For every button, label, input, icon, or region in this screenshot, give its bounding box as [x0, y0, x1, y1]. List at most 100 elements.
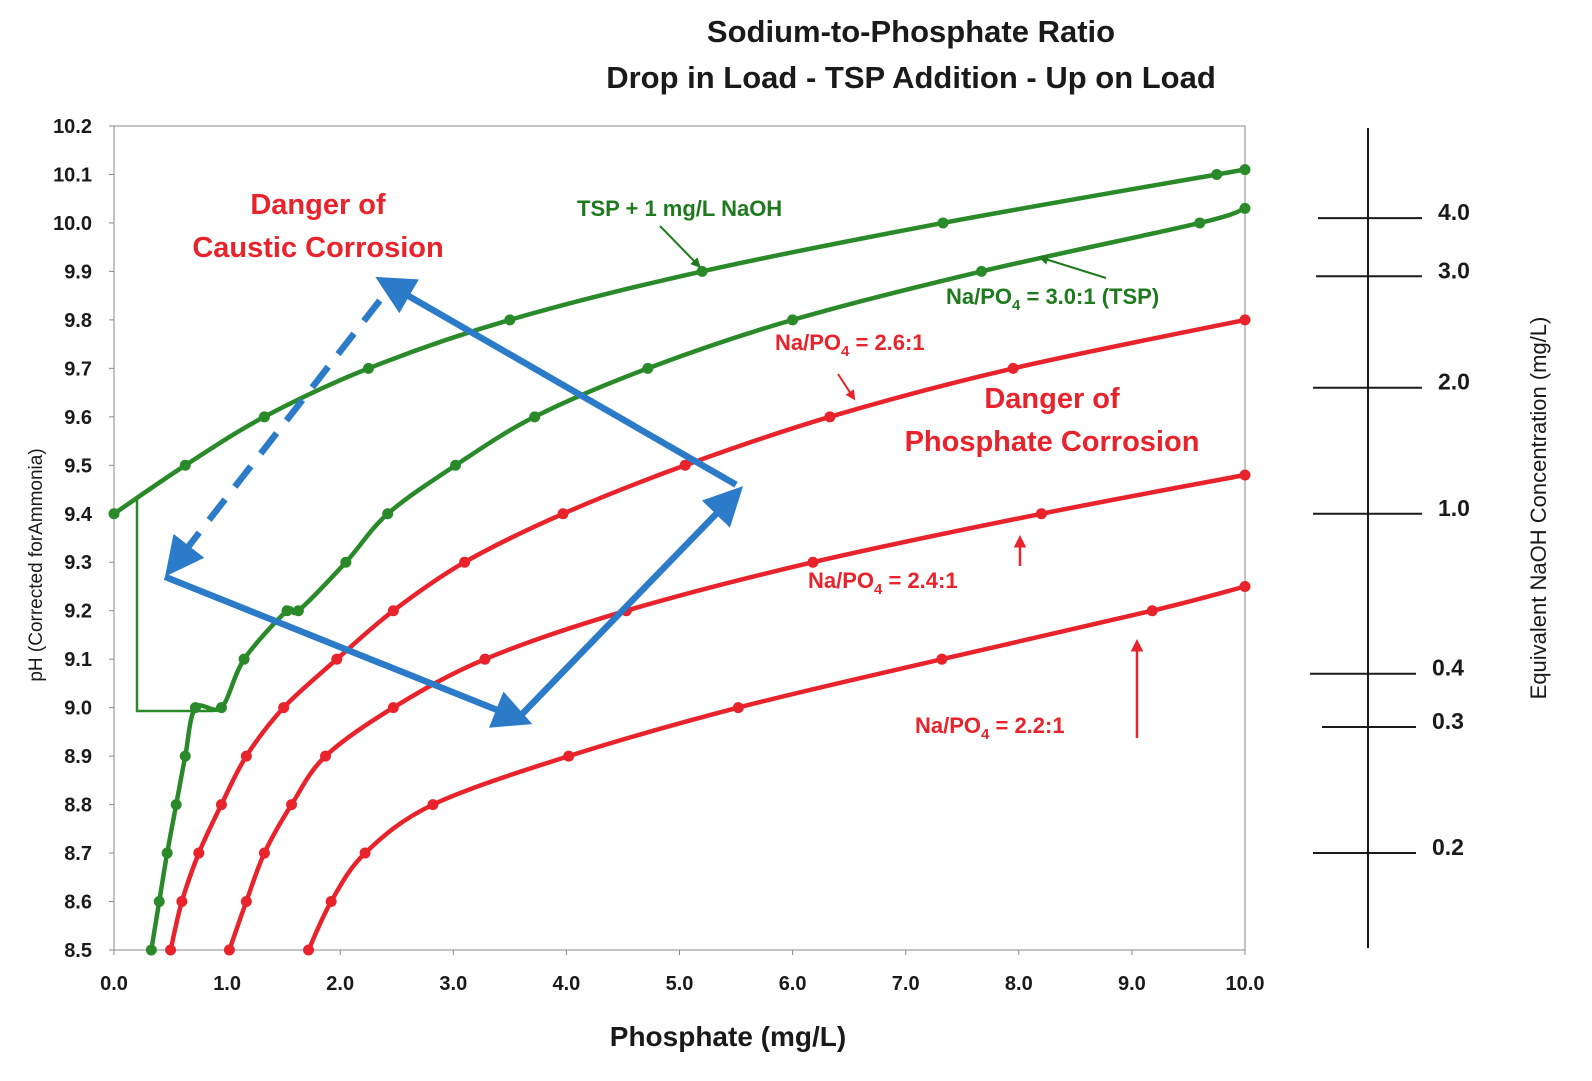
series-point — [153, 896, 165, 908]
series-layer — [108, 164, 1251, 956]
path-arrow — [375, 276, 738, 488]
series-point — [459, 556, 471, 568]
x-tick-label: 7.0 — [892, 973, 920, 995]
y2-axis-title: Equivalent NaOH Concentration (mg/L) — [1526, 317, 1551, 700]
y-axis-title: pH (Corrected forAmmonia) — [26, 448, 47, 681]
series-point — [679, 459, 691, 471]
series-point — [937, 217, 949, 229]
x-axis: 0.0 1.0 2.0 3.0 4.0 5.0 6.0 7.0 8.0 9.0 10.0 — [100, 950, 1264, 995]
series-point — [557, 508, 569, 520]
phosphate-danger-label-line2: Phosphate Corrosion — [905, 426, 1200, 458]
y-tick-label: 9.6 — [64, 407, 92, 429]
naoh-tick-label: 0.4 — [1432, 655, 1464, 681]
series-point — [1239, 469, 1251, 481]
series-point — [278, 702, 290, 714]
y-tick-label: 10.2 — [53, 116, 92, 138]
naoh-scale: 4.0 3.0 2.0 1.0 0.4 0.3 0.2 — [1310, 199, 1470, 860]
ratio-26-pointer — [837, 373, 856, 401]
y-tick-label: 8.5 — [64, 940, 92, 962]
series-line-na-po4-2-2-1 — [306, 584, 1248, 953]
series-point — [732, 702, 744, 714]
y-tick-label: 9.8 — [64, 310, 92, 332]
x-tick-label: 4.0 — [552, 973, 580, 995]
series-point — [362, 362, 374, 374]
series-point — [642, 362, 654, 374]
series-point — [504, 314, 516, 326]
y-tick-label: 9.0 — [64, 698, 92, 720]
caustic-danger-label-line2: Caustic Corrosion — [192, 232, 443, 264]
series-point — [529, 411, 541, 423]
series-point — [450, 459, 462, 471]
y-tick-label: 9.7 — [64, 358, 92, 380]
y-tick-label: 9.9 — [64, 261, 92, 283]
series-point — [176, 896, 188, 908]
y-axis: 8.5 8.6 8.7 8.8 8.9 9.0 9.1 9.2 9.3 9.4 9.5 9.6 9.7 9… — [53, 116, 114, 962]
series-point — [193, 847, 205, 859]
series-point — [1239, 580, 1251, 592]
tsp-naoh-pointer — [659, 225, 701, 268]
series-point — [292, 605, 304, 617]
x-tick-label: 0.0 — [100, 973, 128, 995]
x-tick-label: 3.0 — [439, 973, 467, 995]
series-point — [1239, 314, 1251, 326]
chart-title: Sodium-to-Phosphate Ratio — [707, 14, 1115, 49]
series-line-tsp-1-mg-l-naoh — [111, 166, 1250, 517]
x-tick-label: 9.0 — [1118, 973, 1146, 995]
series-point — [563, 750, 575, 762]
series-line-na-po4-2-6-1 — [168, 317, 1248, 953]
series-point — [108, 508, 120, 520]
series-point — [1239, 164, 1251, 176]
y-tick-label: 8.7 — [64, 843, 92, 865]
series-point — [1194, 217, 1206, 229]
y-tick-label: 9.1 — [64, 649, 92, 671]
caustic-danger-label-line1: Danger of — [250, 189, 386, 221]
series-point — [807, 556, 819, 568]
series-point — [387, 605, 399, 617]
x-tick-label: 10.0 — [1226, 973, 1265, 995]
y-tick-label: 9.2 — [64, 601, 92, 623]
series-point — [340, 556, 352, 568]
ratio-26-label: Na/PO4 = 2.6:1 — [775, 330, 925, 360]
series-point — [258, 411, 270, 423]
series-point — [696, 265, 708, 277]
series-line-na-po4-3-0-1-tsp — [149, 206, 1248, 953]
tsp-naoh-label: TSP + 1 mg/L NaOH — [577, 196, 782, 221]
path-arrow — [163, 573, 533, 728]
y-tick-label: 8.6 — [64, 892, 92, 914]
green-bracket — [135, 497, 214, 713]
naoh-tick-label: 0.3 — [1432, 708, 1464, 734]
series-point — [787, 314, 799, 326]
naoh-tick-label: 3.0 — [1438, 257, 1470, 283]
ratio-22-label: Na/PO4 = 2.2:1 — [915, 713, 1065, 743]
x-tick-label: 5.0 — [666, 973, 694, 995]
series-point — [215, 702, 227, 714]
tsp-ratio-pointer — [1038, 255, 1107, 279]
naoh-tick-label: 4.0 — [1438, 199, 1470, 225]
series-point — [258, 847, 270, 859]
series-point — [161, 847, 173, 859]
series-point — [975, 265, 987, 277]
x-tick-label: 2.0 — [326, 973, 354, 995]
series-point — [179, 750, 191, 762]
y-tick-label: 9.5 — [64, 455, 92, 477]
series-point — [145, 944, 157, 956]
y-tick-label: 8.9 — [64, 746, 92, 768]
series-point — [359, 847, 371, 859]
series-point — [325, 896, 337, 908]
y-tick-label: 10.0 — [53, 213, 92, 235]
series-point — [1146, 605, 1158, 617]
series-point — [240, 896, 252, 908]
y-tick-label: 10.1 — [53, 164, 92, 186]
path-arrow — [516, 486, 744, 720]
x-tick-label: 8.0 — [1005, 973, 1033, 995]
y-tick-label: 9.4 — [64, 504, 93, 526]
naoh-tick-label: 2.0 — [1438, 369, 1470, 395]
y-tick-label: 9.3 — [64, 552, 92, 574]
series-point — [303, 944, 315, 956]
series-point — [479, 653, 491, 665]
series-point — [382, 508, 394, 520]
series-point — [189, 702, 201, 714]
tsp-ratio-label: Na/PO4 = 3.0:1 (TSP) — [946, 284, 1159, 314]
series-point — [387, 702, 399, 714]
